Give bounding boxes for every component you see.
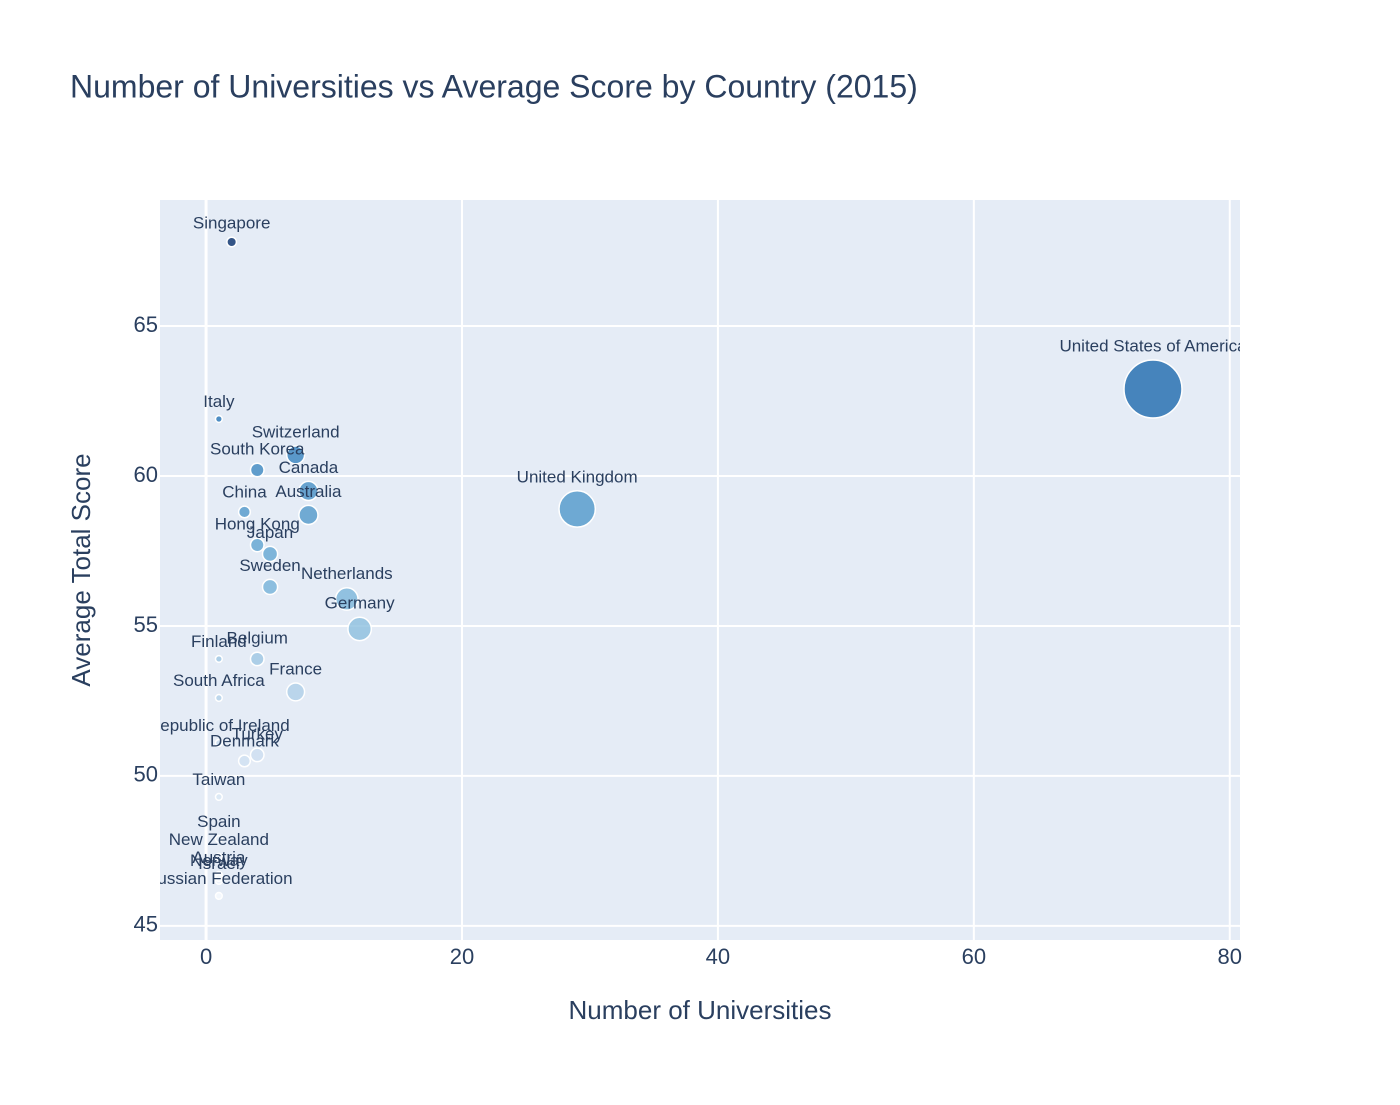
plot-area bbox=[160, 200, 1240, 940]
point-label: Japan bbox=[247, 523, 293, 542]
bubble bbox=[237, 505, 252, 519]
point-label: Sweden bbox=[239, 556, 300, 575]
bubble bbox=[334, 587, 359, 611]
x-axis-title: Number of Universities bbox=[569, 995, 832, 1025]
point-label: Germany bbox=[325, 594, 395, 613]
bubble bbox=[214, 414, 223, 424]
point-label: Hong Kong bbox=[215, 515, 300, 534]
x-tick-label: 0 bbox=[200, 944, 212, 969]
point-label: Israel bbox=[198, 854, 240, 873]
bubble bbox=[298, 504, 319, 526]
bubble bbox=[214, 792, 223, 802]
point-label: Turkey bbox=[232, 725, 284, 744]
point-label: Australia bbox=[275, 482, 342, 501]
y-axis-title: Average Total Score bbox=[66, 453, 96, 686]
bubble bbox=[1123, 359, 1183, 419]
point-label: Netherlands bbox=[301, 564, 393, 583]
x-tick-label: 80 bbox=[1218, 944, 1242, 969]
bubble bbox=[214, 891, 223, 901]
x-tick-label: 40 bbox=[706, 944, 730, 969]
bubble bbox=[347, 616, 373, 642]
grid bbox=[160, 200, 1240, 940]
bubble bbox=[285, 445, 306, 465]
bubble bbox=[214, 873, 223, 883]
y-tick-label: 65 bbox=[134, 312, 158, 337]
points: Singapore United States of America Italy Sw… bbox=[145, 214, 1247, 901]
y-tick-label: 50 bbox=[134, 762, 158, 787]
x-tick-label: 20 bbox=[450, 944, 474, 969]
bubble bbox=[226, 236, 238, 248]
bubble bbox=[261, 578, 279, 596]
point-label: New Zealand bbox=[169, 830, 269, 849]
point-label: Denmark bbox=[210, 732, 279, 751]
point-label: Switzerland bbox=[252, 423, 340, 442]
point-label: United Kingdom bbox=[517, 467, 638, 486]
chart-title: Number of Universities vs Average Score … bbox=[70, 68, 918, 104]
point-label: Canada bbox=[279, 458, 339, 477]
bubble bbox=[237, 754, 252, 768]
y-tick-label: 55 bbox=[134, 612, 158, 637]
y-tick-label: 45 bbox=[134, 912, 158, 937]
point-label: France bbox=[269, 659, 322, 678]
bubble bbox=[285, 682, 306, 702]
bubble bbox=[249, 651, 265, 667]
bubble bbox=[249, 537, 265, 553]
point-label: China bbox=[222, 483, 267, 502]
bubble bbox=[249, 747, 265, 763]
bubble bbox=[214, 834, 223, 844]
point-label: South Korea bbox=[210, 440, 305, 459]
bubble bbox=[214, 738, 223, 748]
point-label: Belgium bbox=[227, 629, 288, 648]
point-label: Norway bbox=[190, 851, 248, 870]
bubble bbox=[249, 462, 265, 478]
point-label: Spain bbox=[197, 812, 240, 831]
point-label: Russian Federation bbox=[145, 869, 292, 888]
point-label: Finland bbox=[191, 632, 247, 651]
point-label: Austria bbox=[192, 848, 245, 867]
point-label: United States of America bbox=[1059, 336, 1247, 355]
point-label: South Africa bbox=[173, 671, 265, 690]
bubble bbox=[214, 693, 223, 703]
point-label: Singapore bbox=[193, 214, 271, 233]
y-tick-label: 60 bbox=[134, 462, 158, 487]
bubble bbox=[298, 480, 319, 502]
point-label: Republic of Ireland bbox=[148, 716, 290, 735]
ticks: 0 20 40 60 80 45 50 55 60 65 bbox=[134, 312, 1242, 969]
bubble bbox=[214, 852, 223, 862]
bubble bbox=[261, 545, 279, 563]
point-label: Taiwan bbox=[192, 770, 245, 789]
bubble bbox=[214, 654, 223, 664]
point-label: Italy bbox=[203, 392, 235, 411]
x-tick-label: 60 bbox=[962, 944, 986, 969]
bubble bbox=[558, 490, 597, 528]
